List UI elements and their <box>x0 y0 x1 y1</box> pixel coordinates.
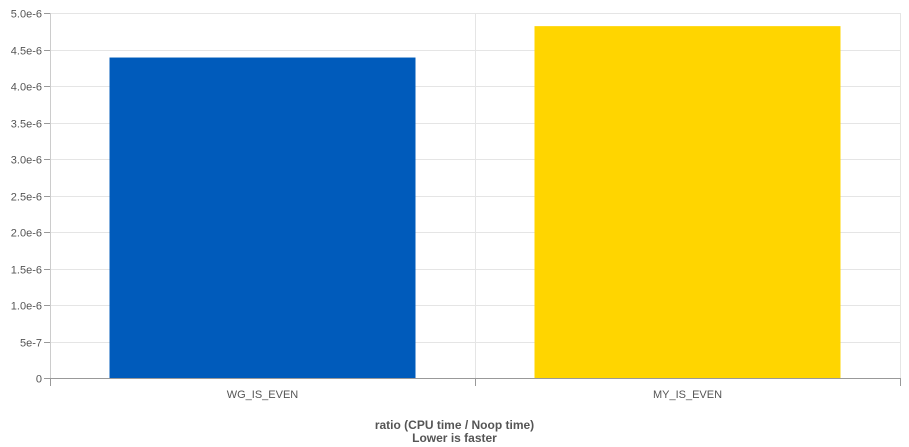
x-axis-title: ratio (CPU time / Noop time) <box>374 418 535 432</box>
y-tick-label: 2.5e-6 <box>11 192 42 204</box>
bar-my-is-even <box>534 26 841 378</box>
x-tick-label: MY_IS_EVEN <box>653 389 722 401</box>
y-tick-label: 5.0e-6 <box>11 9 42 21</box>
x-tick-label: WG_IS_EVEN <box>227 389 299 401</box>
bar-wg-is-even <box>109 57 416 378</box>
y-tick-label: 0 <box>36 374 42 386</box>
y-tick-label: 3.0e-6 <box>11 155 42 167</box>
x-axis-subtitle: Lower is faster <box>412 431 497 445</box>
y-tick-label: 4.0e-6 <box>11 82 42 94</box>
y-tick-label: 3.5e-6 <box>11 119 42 131</box>
y-tick-label: 1.5e-6 <box>11 265 42 277</box>
y-tick-label: 4.5e-6 <box>11 46 42 58</box>
y-tick-label: 1.0e-6 <box>11 301 42 313</box>
y-tick-label: 2.0e-6 <box>11 228 42 240</box>
y-tick-label: 5e-7 <box>20 338 42 350</box>
